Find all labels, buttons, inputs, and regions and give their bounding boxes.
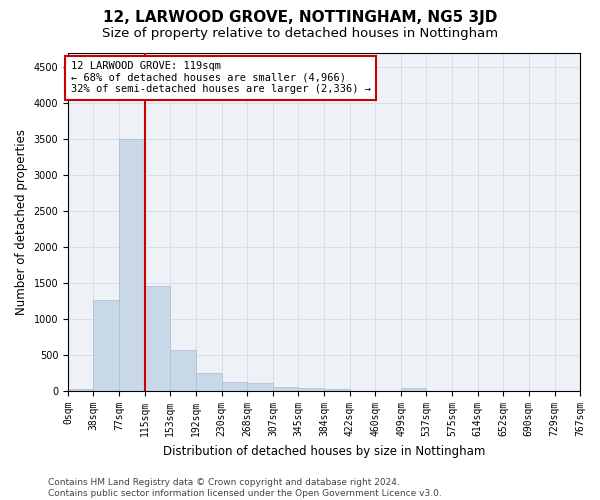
Text: 12 LARWOOD GROVE: 119sqm
← 68% of detached houses are smaller (4,966)
32% of sem: 12 LARWOOD GROVE: 119sqm ← 68% of detach… (71, 61, 371, 94)
Bar (196, 373, 221, 391)
Bar (145, 286, 170, 391)
Y-axis label: Number of detached properties: Number of detached properties (15, 129, 28, 315)
Bar (170, 350, 196, 391)
Bar (401, 388, 427, 391)
Text: 12, LARWOOD GROVE, NOTTINGHAM, NG5 3JD: 12, LARWOOD GROVE, NOTTINGHAM, NG5 3JD (103, 10, 497, 25)
Bar (273, 386, 298, 391)
Bar (325, 389, 350, 391)
X-axis label: Distribution of detached houses by size in Nottingham: Distribution of detached houses by size … (163, 444, 485, 458)
Text: Contains HM Land Registry data © Crown copyright and database right 2024.
Contai: Contains HM Land Registry data © Crown c… (48, 478, 442, 498)
Bar (247, 382, 273, 391)
Bar (68, 390, 94, 391)
Bar (221, 382, 247, 391)
Bar (94, 300, 119, 391)
Bar (298, 388, 325, 391)
Text: Size of property relative to detached houses in Nottingham: Size of property relative to detached ho… (102, 28, 498, 40)
Bar (119, 139, 145, 391)
